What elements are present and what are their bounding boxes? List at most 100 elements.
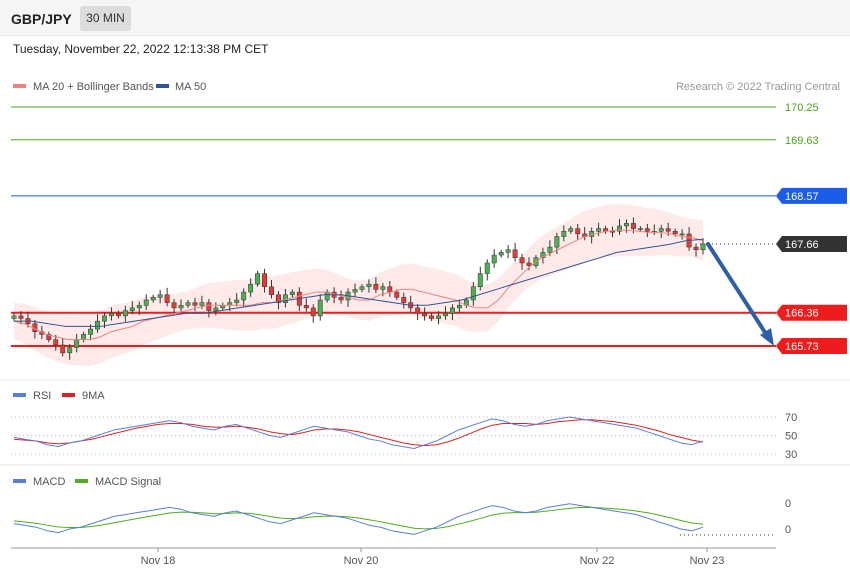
- candle-body: [53, 339, 59, 346]
- level-label: 167.66: [785, 239, 819, 251]
- candle-body: [540, 252, 546, 258]
- candle-body: [401, 297, 407, 303]
- credit-text: Research © 2022 Trading Central: [676, 81, 840, 93]
- candle-body: [429, 315, 435, 319]
- macd-tick: 0: [785, 498, 791, 510]
- x-tick-label: Nov 23: [690, 555, 725, 567]
- candle-body: [415, 307, 421, 314]
- candle-body: [366, 283, 372, 288]
- candle-body: [498, 252, 504, 256]
- x-axis-labels: Nov 18 Nov 20 Nov 22 Nov 23: [141, 548, 725, 567]
- candle-body: [623, 223, 629, 227]
- candle-body: [637, 228, 643, 230]
- symbol-title: GBP/JPY: [11, 11, 72, 27]
- candle-body: [512, 249, 518, 258]
- candle-body: [213, 307, 219, 311]
- candle-body: [178, 305, 184, 309]
- macd-signal-legend-swatch: [75, 479, 88, 483]
- rsi-ma-legend-label: 9MA: [82, 390, 105, 402]
- candle-body: [610, 231, 615, 233]
- candle-body: [46, 334, 52, 340]
- x-tick-label: Nov 18: [141, 555, 176, 567]
- candle-body: [352, 289, 358, 293]
- candle-body: [443, 312, 448, 317]
- candle-body: [387, 286, 393, 293]
- candle-body: [630, 223, 636, 229]
- rsi-ma-line: [13, 419, 704, 447]
- ma50-legend-swatch: [156, 84, 169, 88]
- candle-body: [150, 297, 156, 301]
- candle-body: [255, 273, 261, 285]
- candle-body: [95, 320, 100, 330]
- ma20-legend-label: MA 20 + Bollinger Bands: [33, 81, 154, 93]
- candle-body: [693, 246, 699, 251]
- candle-body: [672, 231, 678, 235]
- candle-body: [491, 254, 497, 264]
- ma20-line: [13, 229, 704, 341]
- candle-body: [171, 302, 177, 309]
- candle-body: [470, 286, 476, 301]
- candle-body: [568, 228, 574, 232]
- candle-body: [248, 283, 254, 293]
- candle-body: [241, 291, 247, 301]
- macd-signal-legend-label: MACD Signal: [95, 476, 161, 488]
- candle-body: [679, 233, 685, 236]
- timeframe-button[interactable]: 30 MIN: [80, 6, 131, 31]
- candle-body: [206, 302, 212, 311]
- candle-body: [477, 273, 483, 288]
- candle-body: [317, 299, 323, 317]
- x-tick-label: Nov 20: [344, 555, 379, 567]
- level-tag: [776, 187, 847, 204]
- level-tag: [776, 235, 847, 252]
- candle-body: [658, 228, 664, 232]
- macd-line: [13, 503, 704, 535]
- candle-body: [380, 286, 386, 290]
- rsi-legend-label: RSI: [33, 390, 51, 402]
- moving-averages: [13, 229, 704, 341]
- candle-body: [575, 228, 581, 235]
- candle-body: [436, 315, 441, 319]
- candle-body: [269, 286, 274, 295]
- candle-body: [526, 262, 532, 266]
- candle-body: [422, 312, 428, 317]
- rsi-line: [13, 416, 704, 449]
- candle-body: [596, 228, 602, 232]
- level-label: 169.63: [785, 135, 819, 147]
- candle-body: [74, 339, 80, 348]
- level-label: 165.73: [785, 341, 819, 353]
- candle-body: [192, 302, 198, 306]
- ma50-legend-label: MA 50: [175, 81, 206, 93]
- candle-body: [11, 315, 17, 319]
- candle-body: [484, 262, 490, 274]
- candle-body: [561, 231, 567, 237]
- bollinger-band-fill: [14, 203, 703, 366]
- candle-body: [373, 283, 379, 290]
- candle-body: [547, 246, 553, 253]
- candle-body: [88, 328, 94, 335]
- level-tag: [776, 338, 847, 354]
- candle-body: [644, 228, 650, 232]
- rsi-legend-swatch: [13, 393, 26, 397]
- candle-body: [338, 297, 344, 301]
- rsi-grid: 70 50 30: [11, 412, 797, 461]
- forecast-arrow: [706, 242, 774, 346]
- level-lines: 170.25 169.63 168.57 167.66 166.36 165.73: [11, 102, 847, 354]
- candle-body: [303, 305, 309, 309]
- candle-body: [136, 305, 142, 309]
- candle-body: [122, 310, 128, 317]
- macd-signal-line: [13, 507, 704, 530]
- candle-body: [67, 347, 73, 354]
- top-toolbar: GBP/JPY 30 MIN: [0, 0, 850, 36]
- candle-body: [505, 249, 511, 253]
- macd-series: [13, 503, 704, 535]
- candle-body: [81, 334, 87, 340]
- candle-body: [164, 294, 170, 303]
- candle-body: [115, 312, 121, 317]
- candle-body: [665, 228, 671, 232]
- rsi-tick: 70: [785, 412, 797, 424]
- candle-body: [129, 307, 135, 311]
- candle-body: [185, 302, 191, 306]
- candle-body: [450, 307, 455, 314]
- level-label: 166.36: [785, 308, 819, 320]
